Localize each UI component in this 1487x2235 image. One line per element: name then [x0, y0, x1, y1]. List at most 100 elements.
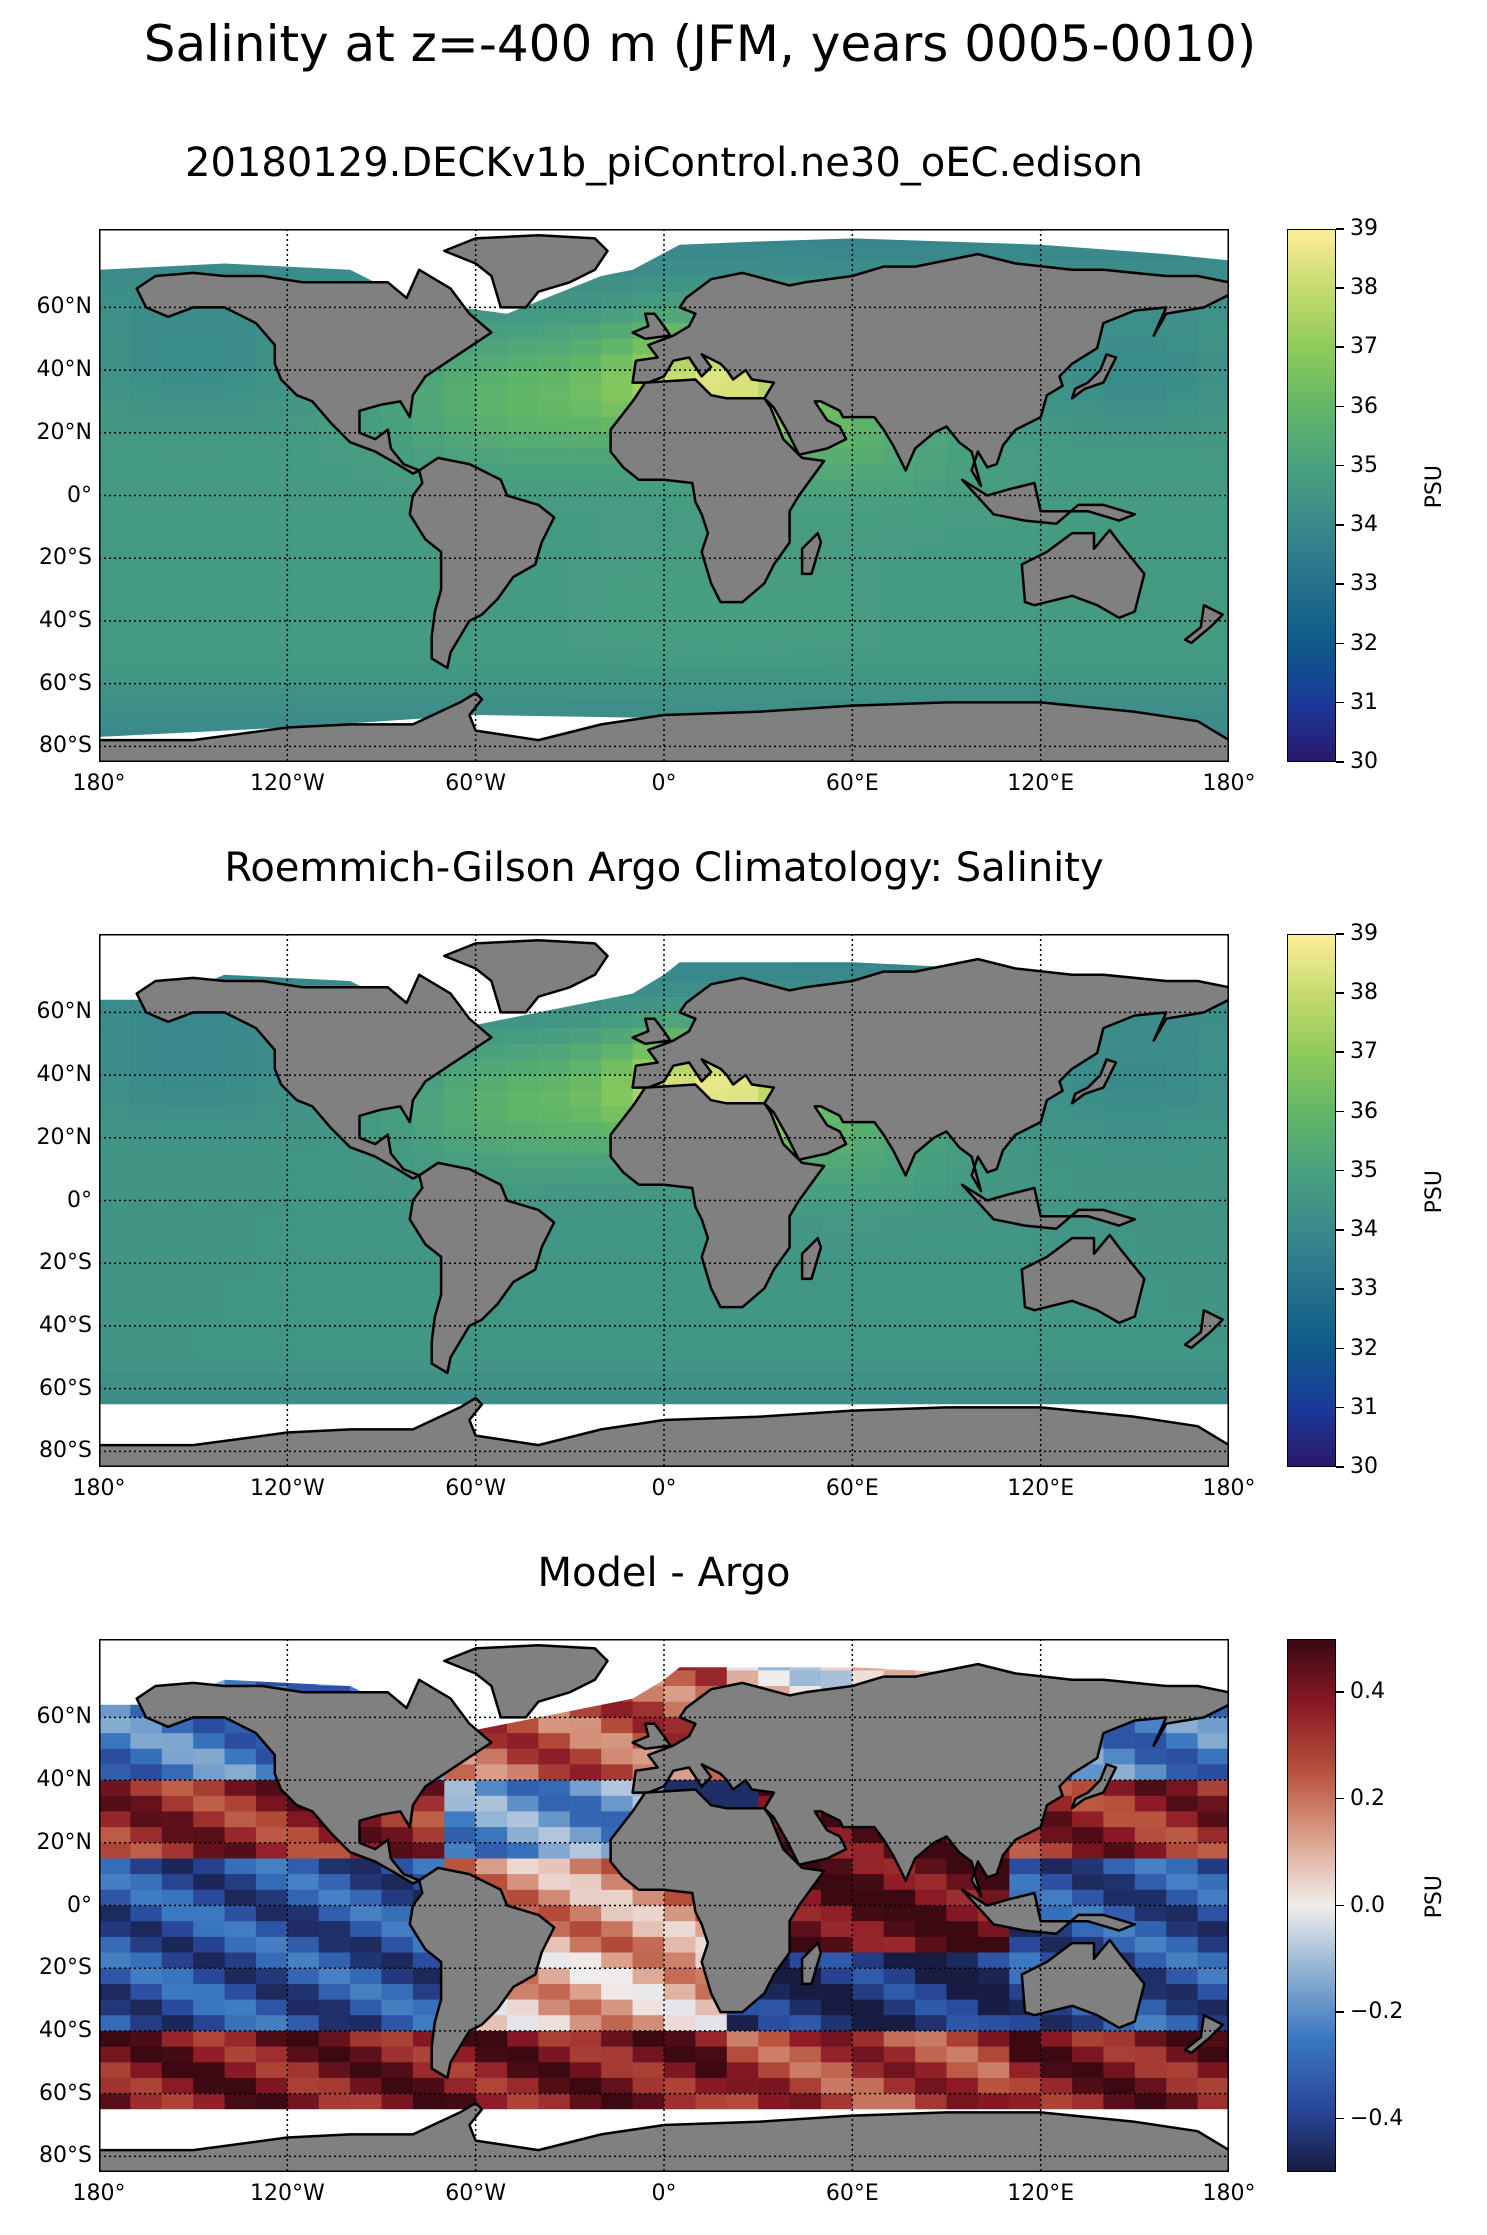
field-cell [1134, 1827, 1167, 1844]
field-cell [569, 1278, 602, 1296]
field-cell [977, 1325, 1010, 1343]
land-indonesia [960, 1183, 1137, 1230]
field-cell [915, 2062, 948, 2079]
field-cell [99, 2046, 131, 2063]
field-cell [758, 605, 791, 622]
field-cell [569, 1889, 602, 1907]
field-cell [946, 620, 979, 638]
field-cell [977, 464, 1010, 481]
field-cell [789, 1357, 822, 1374]
field-cell [946, 2015, 979, 2032]
field-cell [318, 526, 351, 544]
panel-1-title: 20180129.DECKv1b_piControl.ne30_oEC.edis… [185, 140, 1143, 186]
field-cell [883, 605, 916, 622]
field-cell [538, 667, 571, 685]
field-cell [664, 2046, 696, 2063]
field-cell [883, 1968, 916, 1985]
field-cell [538, 573, 571, 591]
field-cell [161, 1028, 194, 1045]
field-cell [99, 1169, 131, 1186]
field-cell [161, 417, 194, 434]
field-cell [1197, 1028, 1229, 1045]
field-cell [130, 1780, 163, 1797]
field-cell [193, 1028, 226, 1045]
field-cell [318, 1263, 351, 1280]
field-cell [507, 1357, 540, 1374]
field-cell [569, 2093, 602, 2110]
field-cell [381, 636, 414, 653]
field-cell [193, 1169, 226, 1186]
field-cell [161, 1231, 194, 1249]
field-cell [664, 605, 696, 622]
field-cell [664, 511, 696, 528]
field-cell [538, 699, 571, 716]
field-cell [569, 1028, 602, 1045]
field-cell [1166, 1310, 1199, 1327]
field-cell [507, 385, 540, 403]
field-cell [255, 448, 288, 465]
lon-tick-label: 0° [651, 771, 677, 796]
field-cell [287, 1263, 320, 1280]
field-cell [915, 1184, 948, 1202]
lat-tick-label: 40°S [39, 2017, 92, 2043]
field-cell [820, 495, 853, 512]
field-cell [538, 1733, 571, 1750]
field-cell [632, 1216, 665, 1233]
field-cell [193, 1717, 226, 1734]
field-cell [883, 1231, 916, 1249]
field-cell [507, 1137, 540, 1155]
field-cell [318, 2046, 351, 2063]
field-cell [255, 1090, 288, 1108]
field-cell [224, 1059, 257, 1076]
field-cell [695, 244, 728, 261]
field-cell [381, 1999, 414, 2016]
field-cell [1166, 542, 1199, 559]
field-cell [161, 432, 194, 450]
field-cell [695, 2046, 728, 2063]
field-cell [99, 1733, 131, 1750]
field-cell [1166, 1294, 1199, 1311]
field-cell [99, 1106, 131, 1123]
field-cell [601, 1278, 634, 1296]
field-cell [569, 542, 602, 559]
field-cell [569, 1717, 602, 1734]
field-cell [318, 1874, 351, 1891]
field-cell [444, 2062, 477, 2079]
field-cell [569, 2077, 602, 2095]
field-cell [569, 683, 602, 700]
field-cell [726, 1372, 759, 1390]
field-cell [130, 1090, 163, 1108]
field-cell [99, 511, 131, 528]
field-cell [193, 1106, 226, 1123]
field-cell [99, 1811, 131, 1828]
field-cell [350, 1921, 383, 1938]
field-cell [1197, 636, 1229, 653]
field-cell [1166, 1090, 1199, 1108]
field-cell [1072, 1811, 1105, 1828]
field-cell [852, 1874, 885, 1891]
field-cell [977, 573, 1010, 591]
field-cell [1040, 1106, 1073, 1123]
field-cell [1197, 573, 1229, 591]
field-cell [287, 1372, 320, 1390]
field-cell [883, 2030, 916, 2048]
field-cell [1166, 1968, 1199, 1985]
field-cell [883, 683, 916, 700]
colorbar-tick-label: 32 [1336, 631, 1416, 656]
field-cell [255, 1921, 288, 1938]
field-cell [193, 1231, 226, 1249]
field-cell [99, 1012, 131, 1029]
field-cell [350, 558, 383, 575]
field-cell [601, 307, 634, 324]
field-cell [820, 1952, 853, 1969]
field-cell [507, 573, 540, 591]
field-cell [1166, 495, 1199, 512]
field-cell [1197, 479, 1229, 497]
field-cell [820, 1968, 853, 1985]
field-cell [977, 2015, 1010, 2032]
field-cell [1197, 558, 1229, 575]
field-cell [915, 1968, 948, 1985]
field-cell [664, 589, 696, 606]
field-cell [820, 1231, 853, 1249]
field-cell [946, 1231, 979, 1249]
